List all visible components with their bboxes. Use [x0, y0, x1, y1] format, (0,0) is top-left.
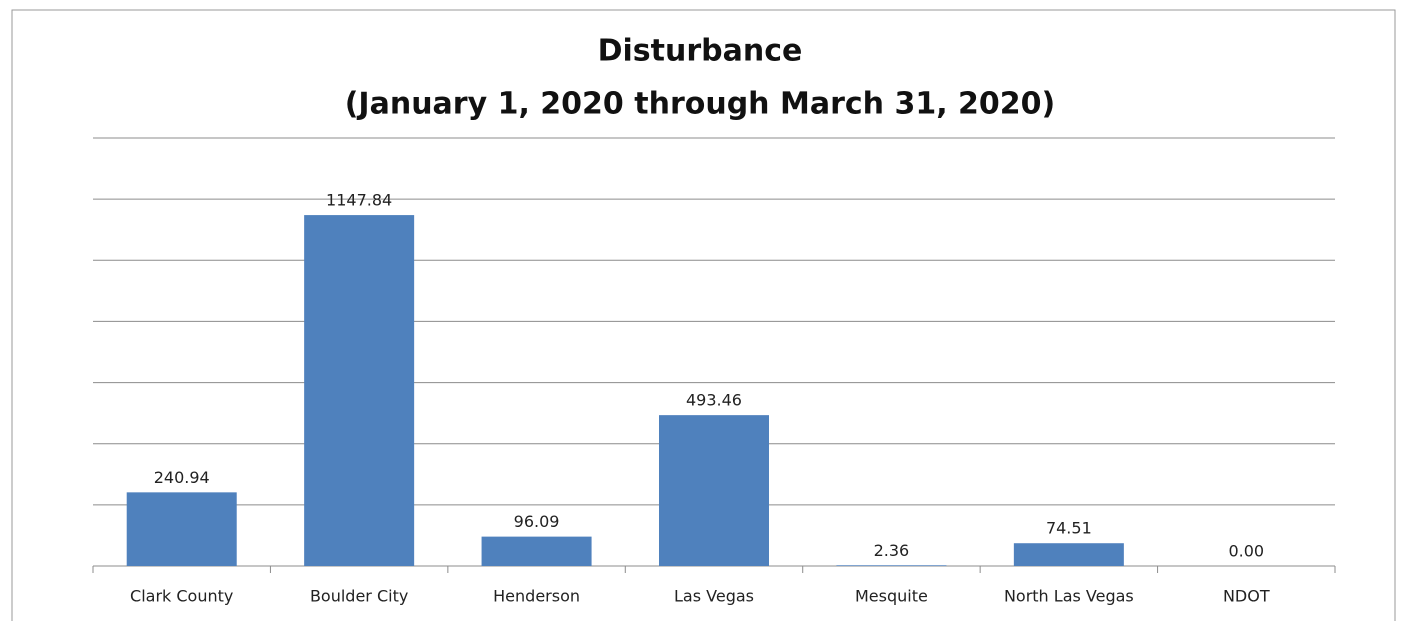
x-tick-label: North Las Vegas: [1004, 587, 1134, 606]
chart-subtitle: (January 1, 2020 through March 31, 2020): [345, 87, 1056, 122]
bar: [1013, 543, 1124, 566]
x-tick-label: NDOT: [1223, 587, 1270, 606]
x-tick-label: Boulder City: [310, 587, 408, 606]
data-label: 96.09: [514, 512, 560, 531]
x-tick-label: Mesquite: [855, 587, 928, 606]
x-tick-label: Henderson: [493, 587, 580, 606]
data-label: 74.51: [1046, 519, 1092, 538]
chart-title: Disturbance: [598, 34, 803, 69]
data-label: 2.36: [874, 541, 910, 560]
data-label: 493.46: [686, 391, 742, 410]
data-label: 1147.84: [326, 191, 392, 210]
data-label: 0.00: [1228, 542, 1264, 561]
bar: [126, 492, 237, 566]
bar: [658, 415, 770, 566]
x-tick-label: Las Vegas: [674, 587, 754, 606]
bar: [304, 215, 415, 566]
bar: [481, 536, 592, 566]
bar: [836, 565, 947, 566]
x-tick-label: Clark County: [130, 587, 233, 606]
data-label: 240.94: [154, 468, 210, 487]
